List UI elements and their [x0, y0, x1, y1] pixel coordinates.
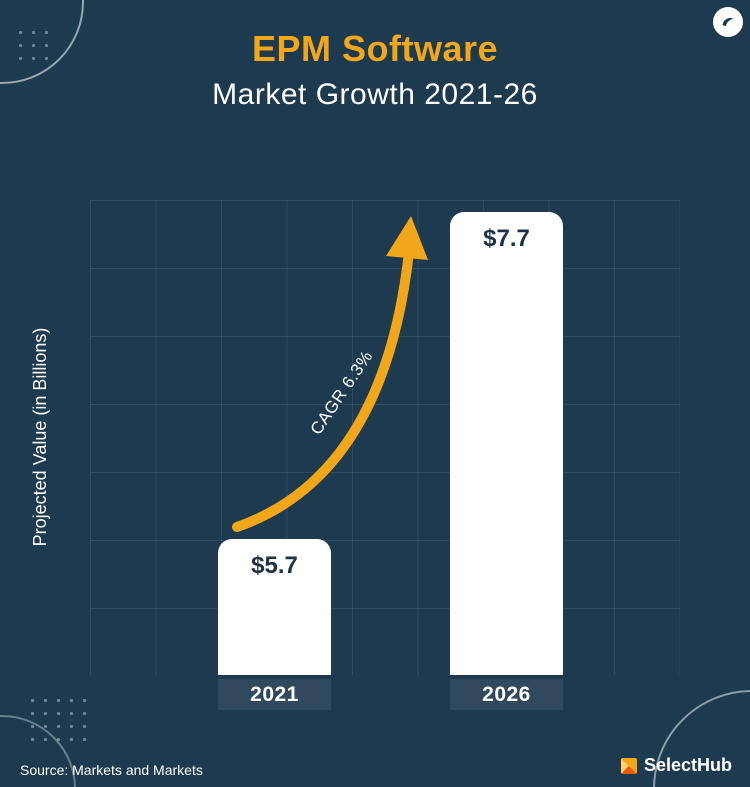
- header: EPM Software Market Growth 2021-26: [0, 28, 750, 112]
- brand-name: SelectHub: [643, 755, 732, 775]
- bar-value-label: $5.7: [251, 552, 298, 579]
- x-axis-label-2026: 2026: [450, 679, 563, 710]
- dot-grid-bottom-left: [26, 694, 92, 750]
- source-text: Source: Markets and Markets: [20, 762, 203, 778]
- swirl-icon: [722, 17, 734, 27]
- bar-2026: $7.7: [450, 212, 563, 675]
- selecthub-logo-icon: [620, 757, 637, 774]
- chart-plot-area: $5.7 $7.7: [90, 200, 680, 675]
- page-title: EPM Software: [251, 28, 499, 69]
- corner-badge: [713, 7, 743, 37]
- page-subtitle: Market Growth 2021-26: [212, 78, 538, 111]
- brand-logo: SelectHub: [620, 755, 732, 776]
- bar-2021: $5.7: [218, 539, 331, 675]
- bar-value-label: $7.7: [483, 225, 530, 252]
- x-axis-label-2021: 2021: [218, 679, 331, 710]
